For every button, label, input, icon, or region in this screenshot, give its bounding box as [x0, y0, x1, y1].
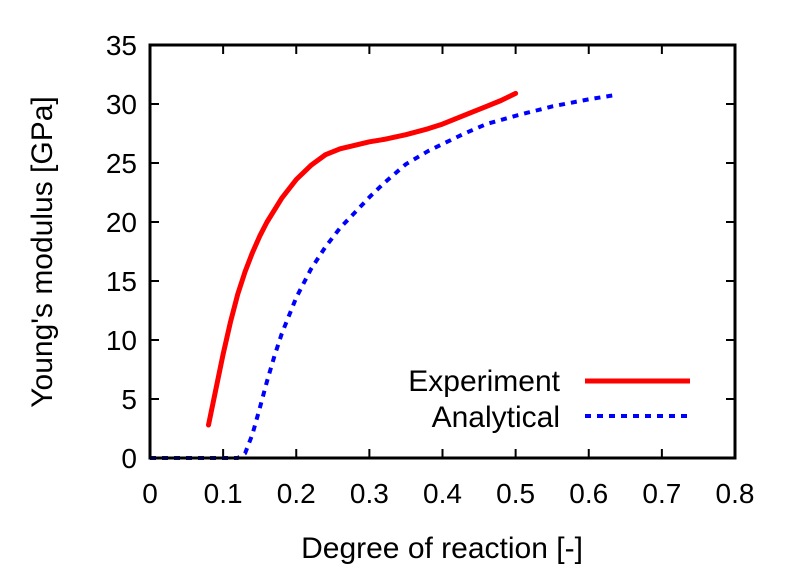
y-axis-label: Young's modulus [GPa]: [26, 96, 59, 407]
series-line-experiment: [206, 90, 519, 428]
y-tick-label: 10: [106, 325, 137, 356]
legend: Experiment Analytical: [408, 365, 690, 434]
x-tick-label: 0.3: [350, 478, 389, 509]
legend-label-experiment: Experiment: [408, 365, 560, 398]
x-tick-label: 0.4: [423, 478, 462, 509]
y-tick-label: 25: [106, 148, 137, 179]
x-axis-label: Degree of reaction [-]: [301, 532, 583, 565]
y-tick-label: 15: [106, 266, 137, 297]
x-tick-label: 0.6: [569, 478, 608, 509]
y-tick-label: 35: [106, 30, 137, 61]
plot-frame: [148, 43, 737, 460]
series-line-analytical: [150, 92, 619, 460]
x-tick-label: 0: [142, 478, 158, 509]
y-tick-label: 20: [106, 207, 137, 238]
x-tick-label: 0.2: [277, 478, 316, 509]
y-tick-label: 0: [121, 443, 137, 474]
x-tick-label: 0.5: [496, 478, 535, 509]
x-tick-label: 0.8: [716, 478, 755, 509]
y-tick-label: 5: [121, 384, 137, 415]
series-layer: [150, 90, 619, 460]
axis-ticks: 0 0.1 0.2 0.3 0.4 0.5 0.6 0.7 0.8 0 5 10 15 20 25 30 35: [106, 30, 755, 509]
y-tick-label: 30: [106, 89, 137, 120]
x-tick-label: 0.1: [204, 478, 243, 509]
x-tick-label: 0.7: [642, 478, 681, 509]
legend-label-analytical: Analytical: [432, 401, 560, 434]
